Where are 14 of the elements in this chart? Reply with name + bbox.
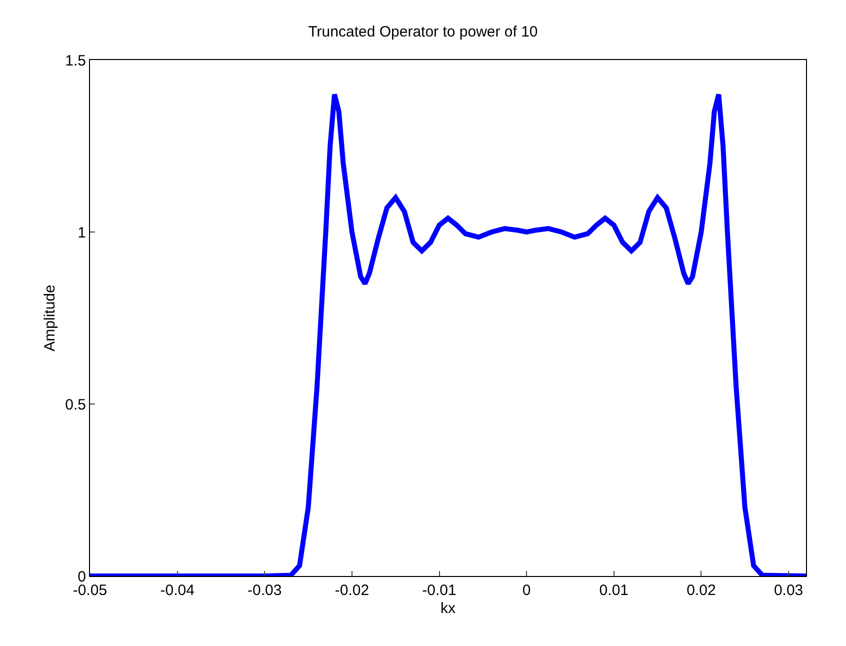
y-axis-title: Amplitude (41, 284, 58, 352)
x-tick-label: -0.02 (334, 582, 370, 599)
y-tick-label: 1.5 (65, 52, 86, 70)
y-tick-label: 1 (78, 224, 86, 242)
y-tick-label: 0.5 (65, 396, 86, 414)
x-tick-label: -0.04 (160, 582, 194, 599)
x-axis-title: kx (440, 600, 456, 617)
x-tick-label: -0.01 (422, 582, 456, 599)
x-tick-label: 0.01 (599, 582, 628, 599)
x-tick-label: -0.03 (248, 582, 282, 599)
x-tick-label: 0.03 (774, 582, 804, 599)
x-tick-label: 0.02 (686, 582, 716, 599)
x-tick-label: 0 (522, 582, 531, 599)
chart-title: Truncated Operator to power of 10 (308, 23, 538, 40)
